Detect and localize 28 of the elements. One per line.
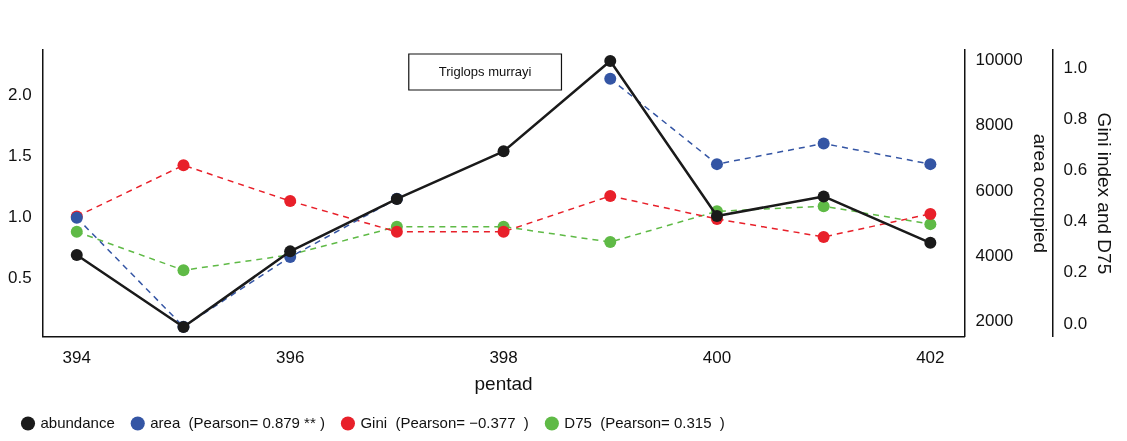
y-tick-label: 2.0 [7, 84, 32, 104]
x-tick-label: 402 [916, 347, 945, 367]
y2-tick-label: 2000 [975, 311, 1014, 331]
y3-axis-title: Gini index and D75 [1094, 112, 1116, 275]
legend-label: D75 (Pearson= 0.315 ) [564, 413, 725, 431]
y-tick-label: 1.5 [7, 145, 32, 165]
x-tick-label: 398 [489, 347, 518, 367]
y2-axis-title: area occupied [1029, 133, 1051, 254]
x-tick-label: 400 [702, 347, 732, 367]
x-axis-title: pentad [474, 372, 533, 394]
y-tick-label: 0.5 [7, 267, 32, 287]
y2-tick-label: 6000 [975, 180, 1014, 200]
y-tick-label: 1.0 [7, 206, 32, 226]
y3-tick-label: 0.8 [1063, 108, 1088, 128]
legend-label: Gini (Pearson= −0.377 ) [360, 413, 529, 431]
legend-label: area (Pearson= 0.879 ** ) [150, 413, 325, 431]
y3-tick-label: 0.0 [1063, 313, 1088, 333]
y3-tick-label: 0.4 [1063, 211, 1088, 231]
y3-tick-label: 0.6 [1063, 160, 1088, 180]
y2-tick-label: 10000 [975, 49, 1023, 69]
x-tick-label: 394 [62, 347, 91, 367]
y2-tick-label: 8000 [975, 115, 1014, 135]
annotation: Triglops murrayi [438, 63, 532, 79]
y3-tick-label: 0.2 [1063, 262, 1088, 282]
y3-tick-label: 1.0 [1063, 57, 1088, 77]
x-tick-label: 396 [275, 347, 305, 367]
y2-tick-label: 4000 [975, 246, 1014, 266]
legend-label: abundance [40, 413, 115, 431]
